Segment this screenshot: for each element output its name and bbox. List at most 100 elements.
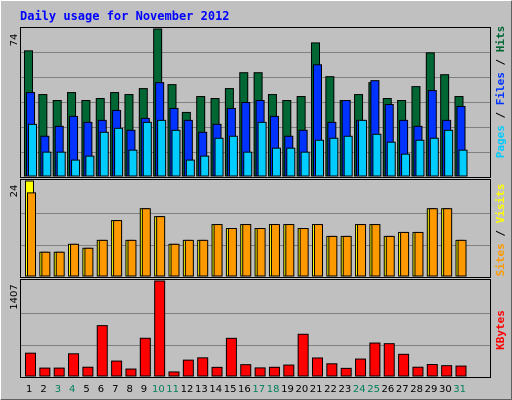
legend-hits-separator-2: /	[494, 52, 507, 72]
bar-sites-21	[314, 224, 323, 277]
bar-sites-2	[41, 251, 51, 277]
bar-sites-17	[256, 228, 266, 277]
ymax-label-2: 1407	[9, 284, 20, 309]
bar-sites-19	[285, 224, 295, 277]
x-tick-label-3: 3	[55, 384, 61, 395]
x-tick-label-11: 11	[166, 384, 179, 395]
bar-sites-11	[170, 243, 180, 277]
bar-pages-22	[329, 137, 339, 177]
bar-sites-3	[55, 251, 65, 277]
x-tick-label-29: 29	[425, 384, 438, 395]
bar-pages-12	[185, 159, 195, 177]
bar-sites-31	[457, 239, 467, 277]
x-tick-label-15: 15	[224, 384, 237, 395]
bar-pages-15	[228, 135, 238, 177]
bar-sites-10	[156, 216, 166, 277]
bar-kbytes-23	[340, 367, 352, 377]
legend-visits: Sites / Visits	[494, 184, 507, 277]
bar-kbytes-13	[197, 357, 209, 377]
bar-kbytes-10	[154, 280, 166, 377]
bar-sites-12	[184, 239, 194, 277]
bar-pages-14	[214, 137, 224, 177]
bar-kbytes-1	[25, 352, 36, 377]
bar-pages-26	[386, 141, 396, 177]
bar-kbytes-20	[297, 333, 309, 377]
bar-sites-14	[213, 224, 223, 277]
bar-pages-25	[372, 133, 382, 177]
legend-hits-separator-1: /	[494, 105, 507, 125]
x-tick-label-2: 2	[40, 384, 46, 395]
bar-sites-28	[414, 231, 424, 277]
bar-kbytes-7	[111, 360, 123, 377]
bar-kbytes-12	[182, 359, 194, 377]
x-tick-label-1: 1	[26, 384, 32, 395]
bar-kbytes-6	[96, 325, 108, 377]
x-tick-label-30: 30	[439, 384, 452, 395]
bar-kbytes-2	[39, 367, 51, 377]
bar-kbytes-4	[68, 353, 80, 377]
bar-kbytes-5	[82, 366, 94, 377]
x-tick-label-13: 13	[195, 384, 208, 395]
bar-kbytes-29	[426, 364, 438, 377]
bar-pages-13	[200, 155, 210, 177]
bar-kbytes-15	[225, 337, 237, 377]
x-tick-label-8: 8	[126, 384, 132, 395]
panel-kbytes-frame	[20, 279, 491, 378]
bar-sites-5	[84, 247, 94, 277]
bar-pages-6	[99, 131, 109, 177]
x-tick-label-7: 7	[112, 384, 118, 395]
legend-hits-hits: Hits	[494, 26, 507, 53]
bar-pages-30	[444, 129, 454, 177]
x-tick-label-26: 26	[382, 384, 395, 395]
legend-visits-separator-1: /	[494, 223, 507, 243]
x-tick-label-9: 9	[141, 384, 147, 395]
bar-kbytes-24	[355, 358, 367, 377]
x-tick-label-23: 23	[339, 384, 352, 395]
bar-sites-25	[371, 224, 381, 277]
bar-pages-1	[28, 123, 37, 177]
x-tick-label-18: 18	[267, 384, 280, 395]
bar-pages-3	[56, 151, 66, 177]
bar-sites-8	[127, 239, 137, 277]
bar-pages-8	[128, 149, 138, 177]
bar-pages-21	[315, 139, 324, 177]
bar-pages-10	[157, 119, 167, 177]
bar-kbytes-3	[53, 367, 65, 377]
bar-sites-7	[113, 220, 123, 277]
bar-sites-30	[443, 208, 453, 277]
bar-pages-7	[114, 127, 124, 177]
bar-sites-24	[357, 224, 367, 277]
legend-hits-pages: Pages	[494, 125, 507, 158]
bar-sites-23	[342, 235, 352, 277]
bar-kbytes-18	[268, 366, 280, 377]
bar-sites-27	[400, 231, 410, 277]
bar-sites-9	[141, 208, 151, 277]
bar-pages-23	[343, 135, 353, 177]
bar-sites-6	[98, 239, 108, 277]
bar-kbytes-30	[441, 365, 453, 377]
bar-pages-2	[42, 151, 52, 177]
bar-pages-29	[429, 137, 439, 177]
x-tick-label-10: 10	[152, 384, 165, 395]
legend-visits-sites: Sites	[494, 243, 507, 276]
bar-kbytes-25	[369, 342, 381, 377]
x-tick-label-24: 24	[353, 384, 366, 395]
bar-marks	[24, 28, 468, 377]
x-tick-label-31: 31	[453, 384, 466, 395]
legend-hits: Pages / Files / Hits	[494, 26, 507, 159]
bar-pages-20	[300, 151, 310, 177]
x-tick-label-17: 17	[252, 384, 265, 395]
panel-hits-frame	[20, 27, 491, 178]
bar-kbytes-16	[240, 364, 252, 377]
x-tick-label-14: 14	[209, 384, 222, 395]
ymax-label-1: 24	[9, 185, 20, 198]
x-tick-label-19: 19	[281, 384, 294, 395]
bar-pages-18	[271, 147, 281, 177]
bar-kbytes-17	[254, 367, 266, 377]
bar-pages-28	[415, 139, 425, 177]
legend-visits-visits: Visits	[494, 184, 507, 224]
bar-kbytes-31	[455, 365, 467, 377]
